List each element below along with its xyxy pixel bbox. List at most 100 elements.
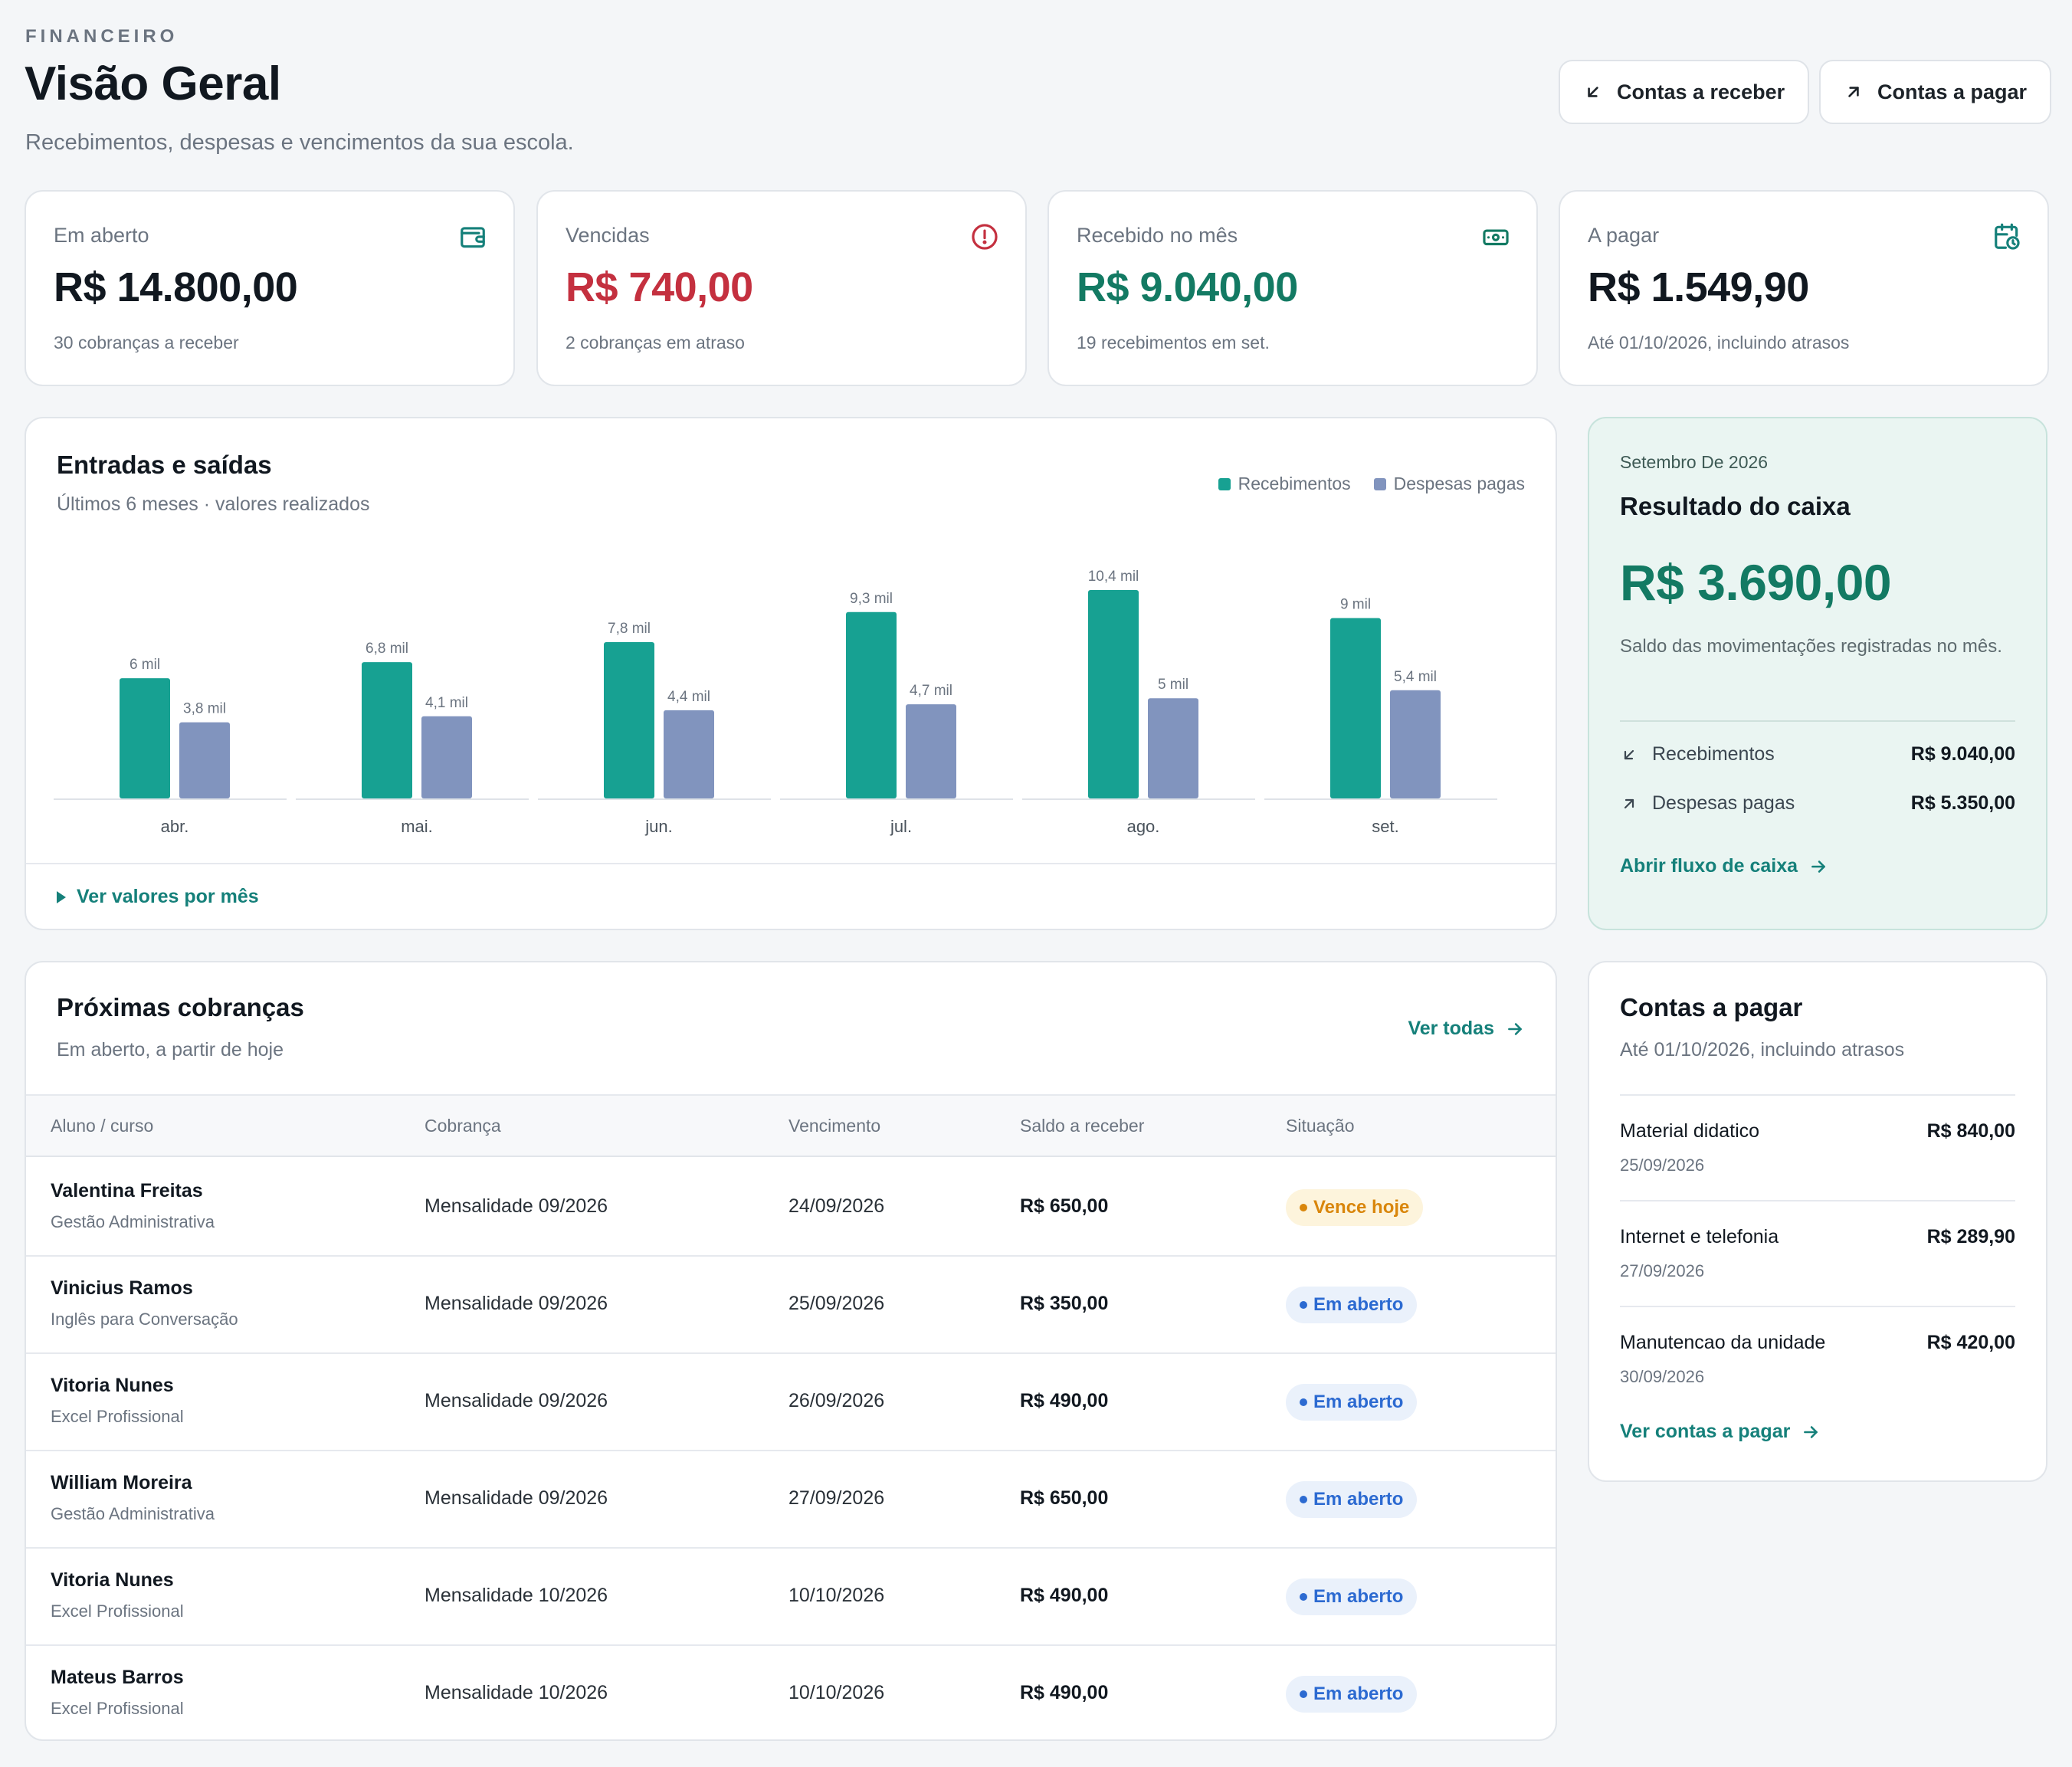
- contas-a-receber-button[interactable]: Contas a receber: [1559, 60, 1810, 124]
- calendar-clock-icon: [1995, 223, 2020, 250]
- result-row-recebimentos: Recebimentos R$ 9.040,00: [1620, 743, 2015, 765]
- kpi-label: Recebido no mês: [1077, 224, 1238, 247]
- status-label: Em aberto: [1313, 1489, 1404, 1510]
- kpi-label: A pagar: [1588, 224, 1660, 247]
- x-tick-label: abr.: [161, 817, 189, 836]
- student-name: Vinicius Ramos: [51, 1277, 193, 1299]
- legend-item-despesas: Despesas pagas: [1373, 474, 1525, 494]
- kpi-label: Em aberto: [54, 224, 149, 247]
- status-label: Em aberto: [1313, 1683, 1404, 1704]
- kpi-value: R$ 9.040,00: [1077, 264, 1298, 310]
- due-date-cell: 27/09/2026: [788, 1487, 885, 1509]
- amount-cell: R$ 650,00: [1020, 1195, 1109, 1217]
- abrir-fluxo-de-caixa-link[interactable]: Abrir fluxo de caixa: [1620, 855, 1828, 877]
- bar-recebimentos: [846, 611, 897, 798]
- result-period: Setembro De 2026: [1620, 452, 1769, 472]
- data-label: 4,4 mil: [667, 689, 710, 705]
- student-course: Excel Profissional: [51, 1601, 184, 1621]
- legend-swatch: [1373, 477, 1386, 490]
- arrow-down-left-icon: [1588, 87, 1598, 97]
- list-item[interactable]: Manutencao da unidade R$ 420,00 30/09/20…: [1620, 1306, 2015, 1411]
- table-row[interactable]: Vitoria Nunes Excel Profissional Mensali…: [26, 1548, 1556, 1646]
- data-label: 6,8 mil: [366, 641, 408, 657]
- bar-despesas: [664, 710, 714, 798]
- contas-a-pagar-card: Contas a pagar Até 01/10/2026, incluindo…: [1588, 961, 2047, 1482]
- amount-cell: R$ 490,00: [1020, 1585, 1109, 1606]
- bar-despesas: [1148, 698, 1198, 798]
- status-badge: Vence hoje: [1286, 1189, 1424, 1226]
- contas-a-pagar-button[interactable]: Contas a pagar: [1819, 60, 2052, 124]
- kpi-vencidas: Vencidas R$ 740,00 2 cobranças em atraso: [536, 190, 1027, 386]
- result-row-despesas: Despesas pagas R$ 5.350,00: [1620, 792, 2015, 815]
- result-row-label: Despesas pagas: [1652, 792, 1795, 814]
- ver-contas-a-pagar-link[interactable]: Ver contas a pagar: [1620, 1421, 1821, 1443]
- ver-todas-link[interactable]: Ver todas: [1408, 1018, 1525, 1040]
- x-tick-label: mai.: [401, 817, 433, 836]
- kpi-em-aberto: Em aberto R$ 14.800,00 30 cobranças a re…: [25, 190, 515, 386]
- kpi-recebido-no-mes: Recebido no mês R$ 9.040,00 19 recebimen…: [1047, 190, 1538, 386]
- bar-recebimentos: [604, 642, 654, 798]
- charges-title: Próximas cobranças: [57, 993, 304, 1021]
- page-title: Visão Geral: [25, 57, 281, 110]
- kpi-note: 30 cobranças a receber: [54, 333, 239, 352]
- bar-despesas: [1390, 690, 1441, 798]
- contas-a-receber-label: Contas a receber: [1617, 80, 1785, 103]
- due-date-cell: 10/10/2026: [788, 1585, 885, 1606]
- payable-name: Material didatico: [1620, 1120, 1760, 1142]
- link-label: Ver todas: [1408, 1018, 1494, 1039]
- x-tick-label: set.: [1372, 817, 1398, 836]
- table-header: Aluno / curso Cobrança Vencimento Saldo …: [26, 1094, 1556, 1157]
- section-eyebrow: FINANCEIRO: [25, 26, 179, 47]
- link-label: Ver contas a pagar: [1620, 1421, 1791, 1442]
- table-row[interactable]: William Moreira Gestão Administrativa Me…: [26, 1451, 1556, 1549]
- contas-a-pagar-label: Contas a pagar: [1877, 80, 2028, 103]
- status-badge: Em aberto: [1286, 1676, 1418, 1713]
- x-tick-label: ago.: [1127, 817, 1160, 836]
- bar-recebimentos: [1330, 618, 1381, 798]
- charge-cell: Mensalidade 09/2026: [425, 1195, 608, 1217]
- student-name: Vitoria Nunes: [51, 1375, 174, 1396]
- result-row-amount: R$ 9.040,00: [1910, 743, 2015, 765]
- column-header: Vencimento: [788, 1116, 881, 1136]
- column-header: Cobrança: [425, 1116, 501, 1136]
- amount-cell: R$ 490,00: [1020, 1682, 1109, 1703]
- list-item[interactable]: Internet e telefonia R$ 289,90 27/09/202…: [1620, 1200, 2015, 1306]
- entradas-saidas-card: Entradas e saídas Últimos 6 meses · valo…: [25, 417, 1557, 930]
- arrow-right-icon: [1508, 1022, 1522, 1035]
- charge-cell: Mensalidade 09/2026: [425, 1293, 608, 1314]
- due-date-cell: 24/09/2026: [788, 1195, 885, 1217]
- result-row-amount: R$ 5.350,00: [1910, 792, 2015, 814]
- list-item[interactable]: Material didatico R$ 840,00 25/09/2026: [1620, 1094, 2015, 1200]
- legend-swatch: [1218, 477, 1231, 490]
- amount-cell: R$ 350,00: [1020, 1293, 1109, 1314]
- student-name: Valentina Freitas: [51, 1180, 203, 1201]
- ver-valores-por-mes-toggle[interactable]: Ver valores por mês: [57, 886, 259, 908]
- result-title: Resultado do caixa: [1620, 492, 1851, 520]
- table-row[interactable]: Valentina Freitas Gestão Administrativa …: [26, 1159, 1556, 1257]
- charge-cell: Mensalidade 10/2026: [425, 1682, 608, 1703]
- arrow-up-right-icon: [1848, 87, 1859, 97]
- table-row[interactable]: Vinicius Ramos Inglês para Conversação M…: [26, 1256, 1556, 1354]
- amount-cell: R$ 490,00: [1020, 1390, 1109, 1411]
- data-label: 7,8 mil: [608, 621, 651, 637]
- status-label: Em aberto: [1313, 1586, 1404, 1607]
- legend-item-recebimentos: Recebimentos: [1218, 474, 1351, 494]
- due-date-cell: 10/10/2026: [788, 1682, 885, 1703]
- legend-label: Despesas pagas: [1393, 474, 1525, 493]
- table-row[interactable]: Mateus Barros Excel Profissional Mensali…: [26, 1645, 1556, 1739]
- amount-cell: R$ 650,00: [1020, 1487, 1109, 1509]
- kpi-value: R$ 14.800,00: [54, 264, 298, 310]
- wallet-icon: [461, 227, 485, 248]
- table-row[interactable]: Vitoria Nunes Excel Profissional Mensali…: [26, 1353, 1556, 1451]
- column-header: Situação: [1286, 1116, 1355, 1136]
- data-label: 3,8 mil: [183, 701, 226, 717]
- charge-cell: Mensalidade 10/2026: [425, 1585, 608, 1606]
- student-name: William Moreira: [51, 1472, 192, 1493]
- legend-label: Recebimentos: [1238, 474, 1351, 493]
- data-label: 9 mil: [1340, 597, 1371, 613]
- data-label: 5,4 mil: [1394, 669, 1437, 685]
- kpi-label: Vencidas: [566, 224, 650, 247]
- status-dot-icon: [1300, 1301, 1307, 1309]
- kpi-value: R$ 1.549,90: [1588, 264, 1809, 310]
- payable-amount: R$ 840,00: [1926, 1120, 2015, 1142]
